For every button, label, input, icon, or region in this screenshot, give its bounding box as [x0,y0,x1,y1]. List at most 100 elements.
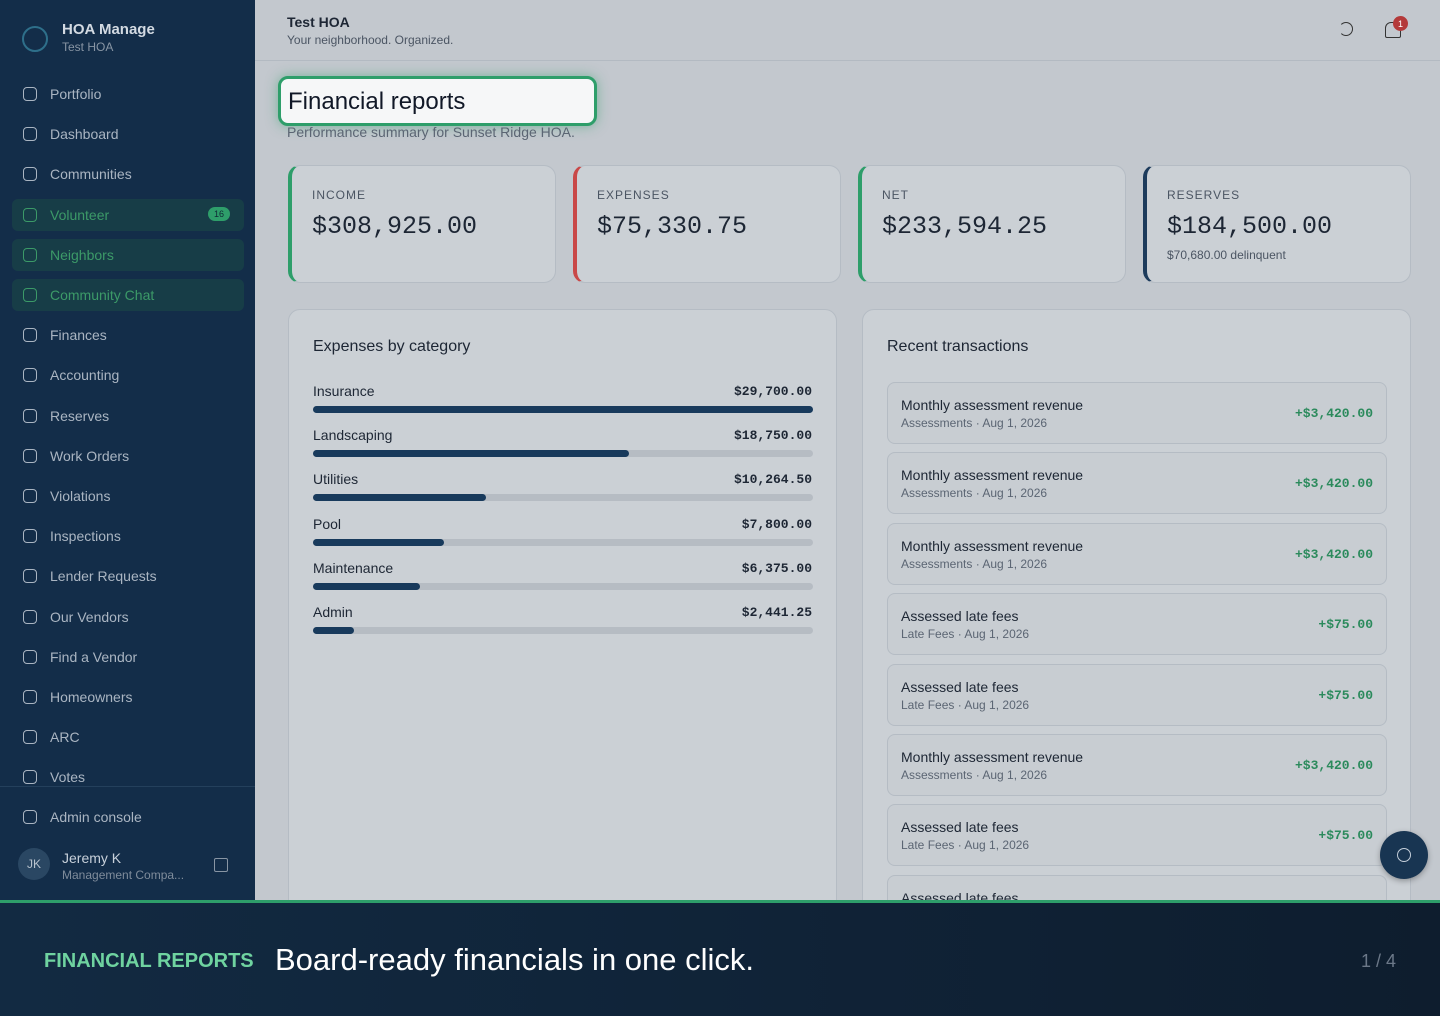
nav-item[interactable]: Lender Requests [12,560,244,592]
nav-item[interactable]: Inspections [12,520,244,552]
nav-item[interactable]: Accounting [12,359,244,391]
stat-card: INCOME $308,925.00 [288,165,556,283]
theme-toggle[interactable] [1339,22,1353,36]
nav-item[interactable]: Portfolio [12,78,244,110]
transaction-amount: +$75.00 [1318,617,1373,633]
stat-label: RESERVES [1167,188,1241,202]
bar [313,450,629,458]
transaction-title: Assessed late fees [901,678,1019,695]
card-title: Recent transactions [887,338,1029,355]
icon [23,569,37,584]
transaction-title: Assessed late fees [901,819,1019,836]
caption-step: 1 / 4 [1360,951,1396,971]
nav-item[interactable]: Violations [12,480,244,512]
bar [313,494,486,502]
notification-count: 1 [1393,16,1408,31]
avatar: JK [18,848,50,880]
transaction-meta: Assessments · Aug 1, 2026 [901,556,1048,571]
nav-item[interactable]: Communities [12,158,244,190]
nav-item[interactable]: Neighbors [12,238,244,271]
sidebar: HOA Manage Test HOA Portfolio Dashboard Co… [0,0,255,900]
transaction-amount: +$3,420.00 [1294,758,1373,773]
stat-value: $184,500.00 [1167,212,1333,241]
nav-item[interactable]: Dashboard [12,118,244,150]
nav-item[interactable]: Find a Vendor [12,641,244,673]
nav-label: Community Chat [50,287,155,303]
nav-item[interactable]: ARC [12,721,244,753]
page-subtitle: Performance summary for Sunset Ridge HOA… [287,124,575,140]
nav-item[interactable]: Community Chat [12,279,244,311]
transaction-meta: Late Fees · Aug 1, 2026 [901,838,1030,853]
nav-label: Finances [50,327,107,344]
user-name: Jeremy K [62,850,122,866]
help-button[interactable] [1380,831,1428,879]
help-icon [1397,848,1411,862]
stat-note: $70,680.00 delinquent [1167,248,1286,262]
transaction-title: Monthly assessment revenue [901,749,1084,765]
category-name: Utilities [313,471,359,488]
icon [23,649,37,664]
nav-item[interactable]: Reserves [12,400,244,432]
nav-item[interactable]: Homeowners [12,681,244,713]
transaction[interactable]: Assessed late fees Late Fees · Aug 1, 202… [887,663,1387,726]
stat-card: NET $233,594.25 [858,165,1126,283]
icon [23,448,37,463]
nav-label: Homeowners [50,689,133,705]
category-amount: $29,700.00 [733,384,812,399]
transaction-amount: +$3,420.00 [1294,546,1373,562]
icon [23,87,37,101]
icon [23,770,37,785]
nav-label: Volunteer [50,206,110,223]
transaction-meta: Late Fees · Aug 1, 2026 [901,627,1030,642]
nav-item[interactable]: Votes [12,761,244,793]
nav-label: Find a Vendor [50,648,138,665]
title-highlight: Financial reports [278,76,597,126]
page-title: Financial reports [288,88,466,115]
transaction[interactable]: Monthly assessment revenue Assessments · … [887,452,1387,515]
category-amount: $10,264.50 [733,472,812,488]
transaction[interactable]: Monthly assessment revenue Assessments · … [887,382,1387,444]
icon [23,730,37,745]
bar-track [313,627,813,634]
badge: 16 [207,206,230,221]
nav-label: Work Orders [50,447,130,464]
transaction[interactable]: Assessed late fees Late Fees · Aug 1, 202… [887,593,1387,656]
stat-label: EXPENSES [597,188,670,202]
icon [23,408,37,423]
nav-item[interactable]: Volunteer 16 [12,198,244,231]
nav-label: Accounting [50,367,120,384]
category-amount: $18,750.00 [733,428,812,444]
transaction-title: Assessed late fees [901,608,1019,625]
icon [23,127,37,142]
icon [23,207,37,222]
nav-label: Our Vendors [50,608,129,625]
transaction-title: Monthly assessment revenue [901,397,1084,413]
icon [23,247,37,262]
stat-label: NET [882,188,909,202]
nav-label: Dashboard [50,126,119,143]
logout[interactable] [214,858,228,872]
caption-tag: FINANCIAL REPORTS [44,950,254,972]
admin-link[interactable]: Admin console [12,801,244,833]
transaction[interactable]: Monthly assessment revenue Assessments · … [887,522,1387,585]
transaction-amount: +$3,420.00 [1294,476,1373,492]
logo [22,26,48,52]
transaction[interactable]: Monthly assessment revenue Assessments · … [887,734,1387,796]
nav-item[interactable]: Finances [12,319,244,351]
nav-item[interactable]: Our Vendors [12,601,244,633]
transaction-title: Monthly assessment revenue [901,467,1084,484]
nav-label: Inspections [50,528,121,545]
icon [23,167,37,182]
icon [23,368,37,383]
header-subtitle: Your neighborhood. Organized. [287,33,454,47]
nav-label: Lender Requests [50,568,157,585]
nav-item[interactable]: Work Orders [12,440,244,472]
transaction[interactable]: Assessed late fees Late Fees · Aug 1, 202… [887,804,1387,867]
transactions-card: Recent transactions Monthly assessment r… [862,309,1411,929]
transaction-amount: +$75.00 [1318,687,1373,703]
bar-track [313,538,813,546]
icon [23,288,37,302]
transaction-meta: Assessments · Aug 1, 2026 [901,768,1048,782]
